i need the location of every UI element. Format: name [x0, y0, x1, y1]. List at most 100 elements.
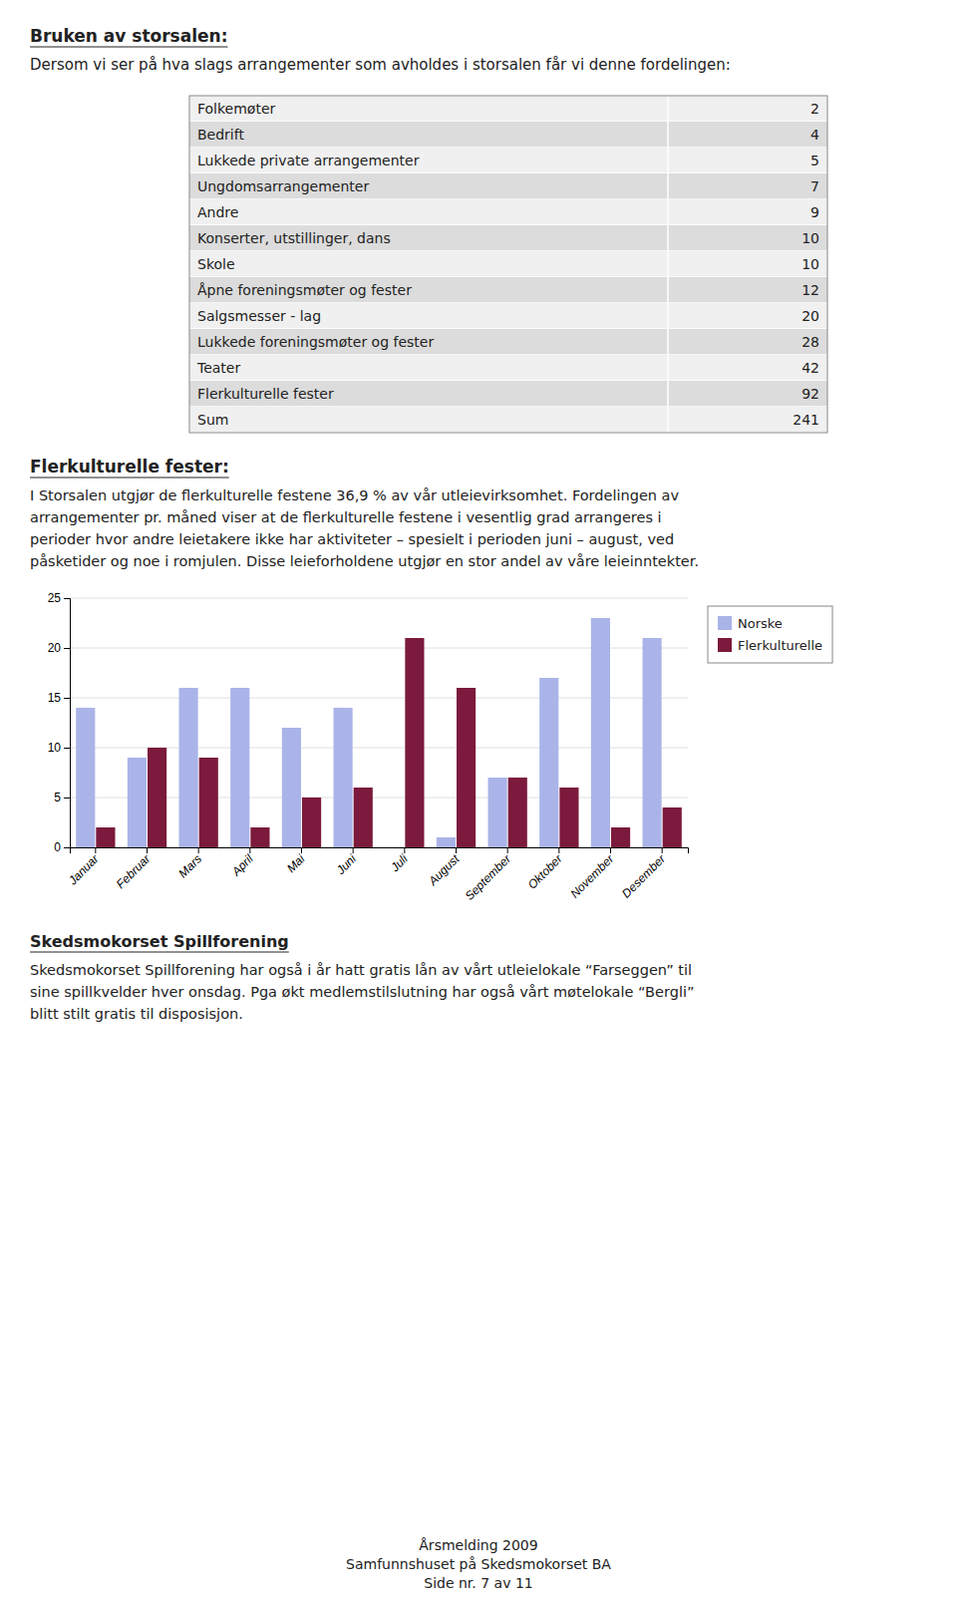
tick-mark — [249, 847, 251, 854]
heading: Bruken av storsalen: — [29, 25, 228, 46]
bar — [75, 707, 95, 848]
bar — [662, 807, 682, 848]
bar — [250, 827, 270, 848]
x-tick: Desember — [619, 847, 669, 902]
tick-label: 10 — [47, 740, 62, 755]
legend-item: Flerkulturelle — [717, 638, 823, 653]
grid-line — [69, 598, 688, 600]
heading-underline — [29, 45, 228, 47]
tick-mark — [610, 847, 612, 854]
tick-label: 20 — [47, 640, 62, 655]
tick-label: April — [228, 851, 257, 880]
page-footer: Samfunnshuset på Skedsmokorset BA — [345, 1556, 612, 1573]
bar — [539, 677, 559, 848]
tick-mark — [63, 797, 70, 799]
table-value: 2 — [810, 100, 820, 117]
bar — [230, 687, 250, 848]
tick-mark — [301, 847, 303, 854]
tick-mark — [198, 847, 200, 854]
table-row — [189, 406, 828, 433]
bar — [147, 747, 167, 848]
x-tick: Oktober — [525, 847, 567, 893]
body-text: perioder hvor andre leietakere ikke har … — [29, 531, 674, 548]
x-axis: JanuarFebruarMarsAprilMaiJuniJuliAugustS… — [64, 847, 688, 904]
tick-mark — [507, 847, 509, 854]
bar — [488, 777, 508, 848]
y-tick: 0 — [53, 840, 70, 855]
x-tick: Januar — [64, 847, 102, 889]
bar — [179, 687, 199, 848]
bar — [456, 687, 476, 848]
body-text: sine spillkvelder hver onsdag. Pga økt m… — [29, 983, 694, 1000]
bar — [642, 638, 662, 848]
tick-label: Mars — [175, 852, 205, 882]
x-tick: November — [567, 847, 618, 902]
tick-mark — [455, 847, 457, 854]
tick-label: Juli — [386, 851, 411, 876]
table: Folkemøter2Bedrift4Lukkede private arran… — [189, 95, 828, 433]
page-footer: Årsmelding 2009 — [418, 1537, 538, 1554]
table-label: Konserter, utstillinger, dans — [197, 230, 391, 247]
body-text: påsketider og noe i romjulen. Disse leie… — [29, 553, 699, 570]
grid — [69, 598, 688, 848]
series — [75, 618, 661, 848]
table-value: 4 — [810, 126, 820, 143]
bar — [95, 827, 115, 848]
table-label: Folkemøter — [197, 100, 277, 117]
table-value: 7 — [810, 178, 820, 195]
axis-line — [70, 848, 689, 855]
body-text: blitt stilt gratis til disposisjon. — [29, 1005, 244, 1022]
tick-label: 15 — [47, 690, 62, 705]
tick-label: Oktober — [525, 851, 567, 893]
tick-mark — [63, 647, 70, 649]
table-row — [189, 95, 828, 122]
bar — [559, 787, 579, 848]
x-tick: Mai — [284, 847, 309, 876]
axis-line — [63, 599, 71, 849]
table-row — [189, 328, 828, 355]
table-value: 10 — [801, 230, 820, 247]
legend-frame — [707, 606, 833, 663]
table-label: Åpne foreningsmøter og fester — [197, 282, 412, 299]
table-label: Andre — [197, 204, 239, 221]
tick-label: November — [567, 851, 618, 902]
table-row — [189, 303, 828, 329]
table-label: Sum — [197, 411, 229, 428]
table-row — [189, 354, 828, 381]
table-row — [189, 199, 828, 226]
table-label: Lukkede foreningsmøter og fester — [197, 333, 434, 350]
table-value: 12 — [801, 282, 820, 299]
table-row — [189, 380, 828, 407]
table-value: 42 — [801, 359, 820, 376]
table-row — [189, 225, 828, 252]
table-border — [189, 95, 828, 433]
tick-label: Juni — [332, 851, 359, 878]
tick-label: 0 — [53, 840, 61, 855]
table-value: 92 — [801, 385, 820, 402]
y-tick: 5 — [53, 790, 70, 805]
tick-label: Februar — [113, 851, 154, 892]
table-row — [189, 121, 828, 148]
tick-mark — [63, 847, 70, 849]
table-row — [189, 251, 828, 278]
body-text: I Storsalen utgjør de flerkulturelle fes… — [29, 487, 679, 504]
y-tick: 25 — [47, 591, 70, 606]
x-tick: Juni — [332, 847, 359, 879]
intro-text: Dersom vi ser på hva slags arrangementer… — [29, 55, 731, 74]
bar — [302, 797, 321, 848]
x-tick: April — [228, 847, 257, 880]
tick-mark — [558, 847, 560, 854]
x-tick: September — [462, 847, 515, 904]
chart: 0 5 10 15 20 25 Januar Februar Mars April Mai Juni J… — [47, 591, 833, 904]
table-label: Lukkede private arrangementer — [197, 152, 420, 169]
heading-underline — [29, 951, 290, 953]
legend-label: Norske — [737, 616, 783, 632]
body-text: Skedsmokorset Spillforening har også i å… — [29, 961, 692, 978]
bar — [591, 618, 611, 848]
y-tick: 15 — [47, 690, 70, 705]
x-tick: Juli — [386, 847, 411, 876]
page: Bruken av storsalen: Dersom vi ser på hva… — [0, 0, 957, 1600]
tick-label: Mai — [284, 851, 309, 876]
y-axis: 0 5 10 15 20 25 — [47, 591, 71, 855]
heading-underline — [29, 476, 230, 478]
